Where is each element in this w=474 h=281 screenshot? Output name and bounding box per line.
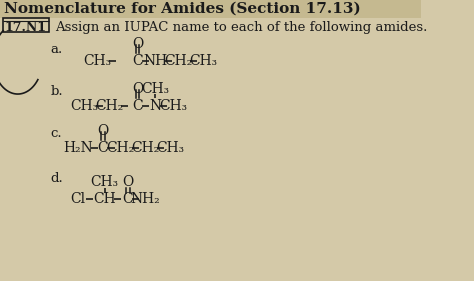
- Text: H₂N: H₂N: [63, 141, 93, 155]
- Text: b.: b.: [51, 85, 63, 98]
- Text: C: C: [98, 141, 109, 155]
- Text: d.: d.: [51, 171, 64, 185]
- FancyBboxPatch shape: [0, 0, 421, 18]
- Text: O: O: [132, 37, 143, 51]
- Text: CH₃: CH₃: [91, 175, 119, 189]
- Text: CH₃: CH₃: [141, 82, 170, 96]
- Text: C: C: [132, 54, 143, 68]
- Text: O: O: [122, 175, 134, 189]
- Text: CH₂: CH₂: [95, 99, 123, 113]
- Text: CH₂: CH₂: [107, 141, 135, 155]
- Text: C: C: [123, 192, 133, 206]
- Text: a.: a.: [51, 42, 63, 56]
- Text: C: C: [132, 99, 143, 113]
- Text: CH: CH: [93, 192, 116, 206]
- Text: CH₃: CH₃: [70, 99, 99, 113]
- Text: Assign an IUPAC name to each of the following amides.: Assign an IUPAC name to each of the foll…: [55, 21, 428, 33]
- Text: CH₂: CH₂: [164, 54, 192, 68]
- Text: NH: NH: [143, 54, 167, 68]
- Text: c.: c.: [51, 126, 62, 140]
- Text: 17.N1: 17.N1: [5, 21, 47, 33]
- Text: NH₂: NH₂: [131, 192, 161, 206]
- Text: CH₃: CH₃: [83, 54, 112, 68]
- Text: O: O: [97, 124, 109, 138]
- Text: CH₂: CH₂: [131, 141, 160, 155]
- Text: O: O: [132, 82, 143, 96]
- Text: Cl: Cl: [71, 192, 86, 206]
- Text: CH₃: CH₃: [189, 54, 218, 68]
- Text: Nomenclature for Amides (Section 17.13): Nomenclature for Amides (Section 17.13): [4, 2, 361, 16]
- Text: CH₃: CH₃: [156, 141, 184, 155]
- Text: N: N: [149, 99, 162, 113]
- Text: CH₃: CH₃: [159, 99, 187, 113]
